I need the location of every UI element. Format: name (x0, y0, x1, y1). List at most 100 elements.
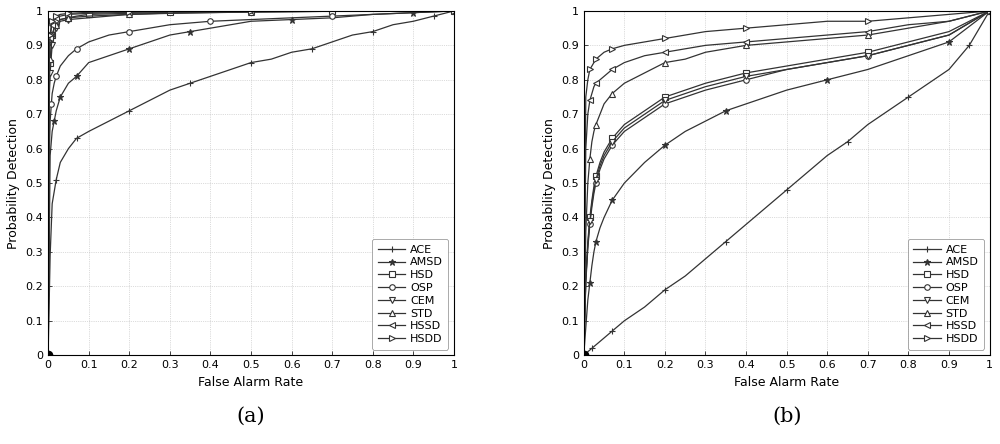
HSD (448, 8, 460, 14)
ACE (83, 129, 95, 134)
HSSD (740, 39, 752, 44)
HSSD (50, 15, 62, 20)
CEM (245, 9, 257, 15)
CEM (578, 353, 590, 358)
HSD (590, 174, 602, 179)
OSP (582, 246, 594, 251)
ACE (123, 108, 135, 114)
HSDD (606, 46, 618, 52)
Line: AMSD: AMSD (580, 8, 993, 359)
STD (46, 32, 58, 38)
STD (123, 12, 135, 17)
STD (606, 91, 618, 96)
HSSD (582, 111, 594, 117)
STD (598, 101, 610, 107)
HSSD (448, 8, 460, 14)
ACE (720, 239, 732, 244)
CEM (902, 43, 914, 48)
STD (821, 36, 833, 41)
CEM (984, 8, 996, 14)
HSD (54, 17, 66, 22)
ACE (50, 177, 62, 182)
AMSD (984, 8, 996, 14)
X-axis label: False Alarm Rate: False Alarm Rate (734, 376, 839, 388)
HSDD (588, 60, 600, 65)
OSP (326, 13, 338, 19)
OSP (740, 77, 752, 83)
ACE (225, 67, 237, 72)
CEM (606, 139, 618, 144)
CEM (326, 8, 338, 14)
HSDD (984, 8, 996, 14)
CEM (44, 70, 56, 75)
AMSD (639, 160, 651, 165)
OSP (245, 17, 257, 22)
AMSD (679, 129, 691, 134)
STD (83, 13, 95, 19)
HSD (588, 184, 600, 189)
STD (699, 50, 711, 55)
ACE (184, 80, 196, 86)
OSP (123, 29, 135, 34)
CEM (586, 201, 598, 206)
CEM (584, 218, 596, 224)
Line: AMSD: AMSD (45, 8, 457, 359)
ACE (659, 287, 671, 293)
OSP (367, 12, 379, 17)
AMSD (144, 39, 156, 44)
AMSD (204, 25, 216, 31)
OSP (62, 53, 74, 58)
ACE (103, 119, 115, 124)
AMSD (598, 215, 610, 220)
HSD (578, 353, 590, 358)
OSP (407, 10, 419, 16)
HSDD (902, 15, 914, 20)
OSP (586, 205, 598, 210)
CEM (42, 353, 54, 358)
AMSD (659, 143, 671, 148)
Line: CEM: CEM (581, 8, 992, 358)
AMSD (407, 10, 419, 16)
OSP (164, 22, 176, 28)
HSDD (83, 10, 95, 15)
HSDD (578, 353, 590, 358)
HSSD (123, 10, 135, 15)
ACE (740, 222, 752, 227)
STD (45, 43, 57, 48)
HSDD (740, 25, 752, 31)
HSD (984, 8, 996, 14)
AMSD (326, 15, 338, 20)
OSP (618, 129, 630, 134)
ACE (62, 146, 74, 151)
HSD (50, 19, 62, 24)
AMSD (618, 180, 630, 186)
HSD (42, 353, 54, 358)
OSP (606, 143, 618, 148)
HSSD (586, 91, 598, 96)
OSP (103, 32, 115, 38)
OSP (204, 19, 216, 24)
OSP (984, 8, 996, 14)
OSP (862, 53, 874, 58)
OSP (580, 280, 592, 285)
AMSD (54, 94, 66, 99)
STD (326, 8, 338, 14)
AMSD (590, 239, 602, 244)
STD (862, 32, 874, 38)
ACE (265, 56, 277, 62)
HSSD (639, 53, 651, 58)
AMSD (740, 101, 752, 107)
STD (781, 39, 793, 44)
HSD (740, 70, 752, 75)
HSSD (245, 8, 257, 14)
STD (659, 60, 671, 65)
ACE (428, 13, 440, 19)
HSD (902, 39, 914, 44)
Line: HSDD: HSDD (581, 8, 992, 358)
STD (582, 180, 594, 186)
CEM (594, 163, 606, 169)
HSSD (984, 8, 996, 14)
Line: HSDD: HSDD (45, 8, 457, 358)
HSSD (43, 53, 55, 58)
HSSD (902, 22, 914, 28)
